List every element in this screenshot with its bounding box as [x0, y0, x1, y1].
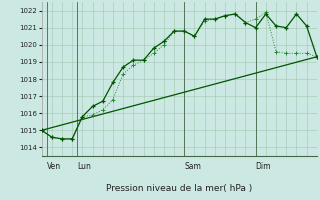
- Text: Dim: Dim: [256, 162, 271, 171]
- Text: Sam: Sam: [184, 162, 201, 171]
- Text: Lun: Lun: [77, 162, 91, 171]
- Text: Ven: Ven: [47, 162, 61, 171]
- Text: Pression niveau de la mer( hPa ): Pression niveau de la mer( hPa ): [106, 184, 252, 193]
